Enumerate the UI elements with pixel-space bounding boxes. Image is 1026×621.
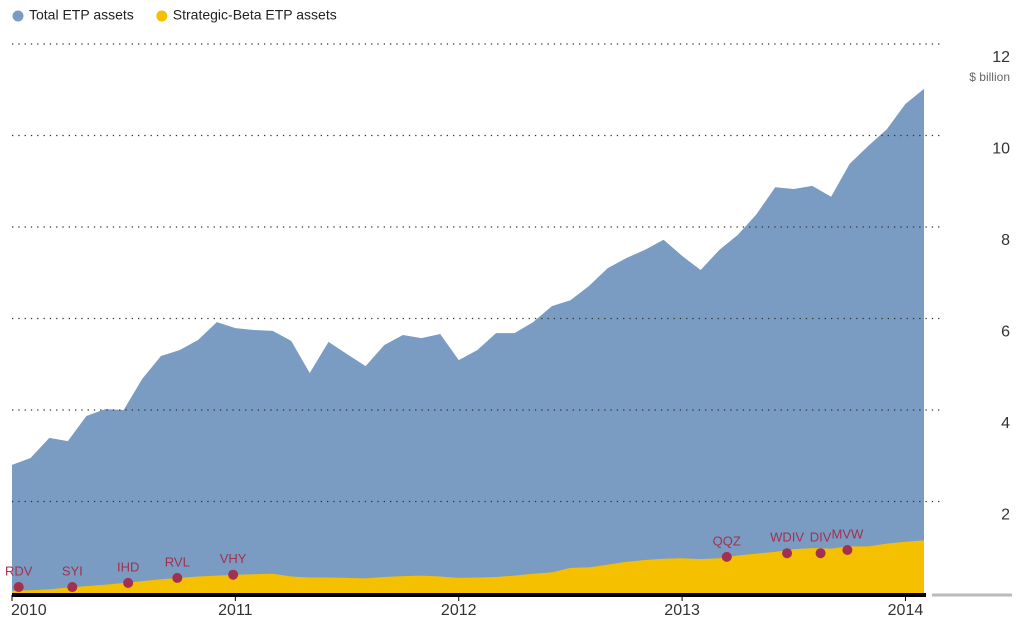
launch-marker [123, 577, 134, 588]
launch-marker [842, 544, 853, 555]
launch-label: VHY [220, 551, 247, 566]
launch-marker [13, 582, 24, 593]
legend-label: Strategic-Beta ETP assets [173, 7, 337, 23]
launch-label: MVW [831, 526, 864, 541]
x-tick-label: 2013 [664, 602, 700, 619]
y-tick-label: 10 [992, 141, 1010, 158]
launch-label: WDIV [770, 530, 804, 545]
x-tick-label: 2012 [441, 602, 477, 619]
area [12, 88, 924, 594]
x-tick-label: 2014 [888, 602, 924, 619]
x-tick-label: 2010 [11, 602, 47, 619]
launch-label: DIV [810, 530, 832, 545]
launch-marker [815, 548, 826, 559]
y-tick-label: 6 [1001, 324, 1010, 341]
launch-marker [67, 582, 78, 593]
y-tick-label: 2 [1001, 507, 1010, 524]
launch-marker [172, 572, 183, 583]
launch-label: SYI [62, 563, 83, 578]
y-tick-label: 4 [1001, 415, 1010, 432]
y-tick-label: 8 [1001, 232, 1010, 249]
launch-marker [782, 548, 793, 559]
launch-label: RDV [5, 563, 33, 578]
launch-label: IHD [117, 559, 139, 574]
launch-label: RVL [165, 554, 190, 569]
area [12, 540, 924, 593]
legend-swatch [12, 10, 24, 22]
legend-label: Total ETP assets [29, 7, 134, 23]
x-tick-label: 2011 [218, 602, 253, 619]
launch-marker [228, 569, 239, 580]
y-unit: $ billion [969, 70, 1010, 84]
launch-marker [721, 551, 732, 562]
launch-label: QQZ [713, 533, 741, 548]
y-tick-label: 12 [992, 49, 1010, 66]
legend-swatch [156, 10, 168, 22]
